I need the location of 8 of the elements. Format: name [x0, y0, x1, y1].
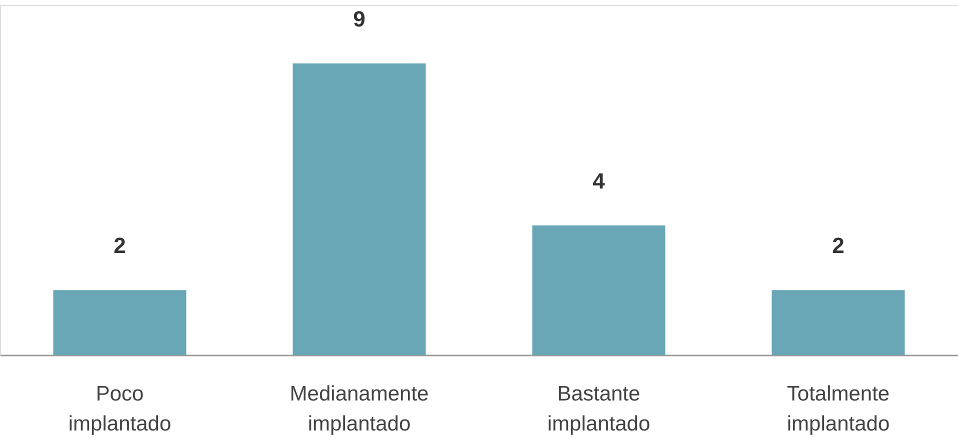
x-tick-label: Poco implantado — [68, 382, 172, 436]
x-tick-label: Totalmente implantado — [786, 382, 890, 436]
data-label: 2 — [832, 233, 844, 258]
x-tick-label: Bastante implantado — [547, 382, 650, 436]
data-label: 9 — [353, 6, 366, 32]
data-label: 2 — [114, 233, 126, 258]
data-label: 4 — [592, 168, 606, 194]
x-tick-label: Medianamente implantado — [290, 382, 429, 436]
